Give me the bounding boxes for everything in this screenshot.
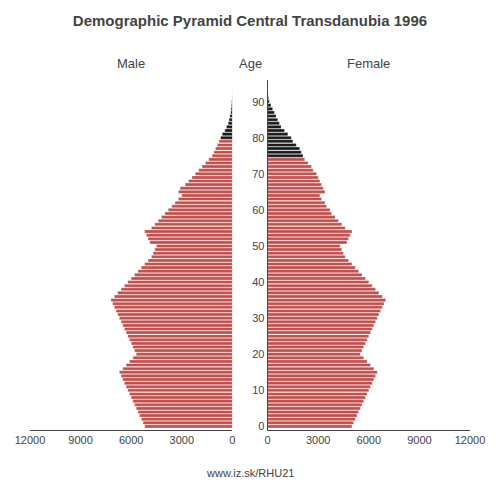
svg-text:12000: 12000: [455, 434, 486, 446]
svg-text:3000: 3000: [306, 434, 330, 446]
svg-text:www.iz.sk/RHU21: www.iz.sk/RHU21: [206, 467, 294, 479]
svg-text:6000: 6000: [357, 434, 381, 446]
svg-text:Demographic Pyramid Central Tr: Demographic Pyramid Central Transdanubia…: [73, 12, 427, 29]
svg-text:50: 50: [252, 240, 264, 252]
svg-text:80: 80: [252, 132, 264, 144]
svg-text:70: 70: [252, 168, 264, 180]
svg-text:0: 0: [265, 434, 271, 446]
svg-text:6000: 6000: [119, 434, 143, 446]
svg-text:0: 0: [229, 434, 235, 446]
svg-text:90: 90: [252, 96, 264, 108]
svg-text:Age: Age: [239, 56, 262, 71]
svg-text:9000: 9000: [68, 434, 92, 446]
svg-text:40: 40: [252, 276, 264, 288]
svg-text:60: 60: [252, 204, 264, 216]
svg-text:30: 30: [252, 312, 264, 324]
svg-text:12000: 12000: [15, 434, 46, 446]
svg-text:20: 20: [252, 348, 264, 360]
svg-text:9000: 9000: [407, 434, 431, 446]
svg-text:10: 10: [252, 384, 264, 396]
svg-text:0: 0: [258, 420, 264, 432]
svg-text:3000: 3000: [170, 434, 194, 446]
svg-text:Female: Female: [347, 56, 390, 71]
svg-text:Male: Male: [117, 56, 145, 71]
